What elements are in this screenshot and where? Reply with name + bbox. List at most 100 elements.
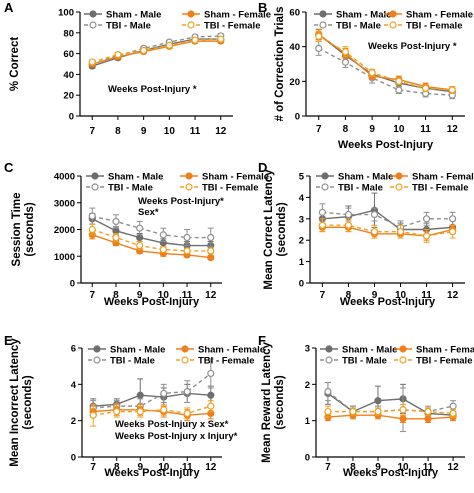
data-point	[318, 208, 326, 216]
legend-item: Sham - Male	[86, 172, 163, 183]
data-point	[315, 32, 323, 40]
data-point	[395, 77, 403, 85]
series-line	[92, 228, 211, 252]
data-point	[160, 406, 168, 414]
y-tick-label: 0	[305, 453, 310, 464]
legend-item: TBI - Female	[180, 183, 259, 194]
series-tbi-male	[89, 358, 215, 416]
legend-label: TBI - Male	[108, 183, 153, 194]
legend-label: TBI - Female	[412, 183, 469, 194]
data-point	[395, 86, 403, 94]
legend-swatch-marker	[89, 10, 97, 18]
legend-label: Sham - Male	[342, 345, 397, 356]
data-point	[324, 388, 332, 396]
legend-swatch-marker	[187, 21, 195, 29]
data-point	[207, 369, 215, 378]
series-tbi-female	[324, 403, 457, 418]
panel-e: E 0 2 4 6 7 8 9 10 11 12 Weeks Post-Injury Mean Inco…	[4, 333, 265, 479]
legend-swatch-marker	[325, 356, 333, 364]
x-tick-label: 7	[89, 126, 95, 137]
data-point	[207, 391, 215, 399]
data-point	[207, 253, 215, 262]
x-tick-label: 11	[190, 126, 201, 137]
x-tick-label: 11	[423, 462, 434, 473]
data-point	[448, 86, 456, 94]
data-point	[368, 69, 376, 77]
legend-label: Sham - Female	[406, 10, 473, 21]
x-tick-label: 11	[420, 124, 431, 135]
data-point	[396, 228, 405, 236]
legend-label: Sham - Male	[106, 10, 161, 21]
stat-annotation: Weeks Post-Injury x Sex*	[115, 419, 229, 430]
x-tick-label: 9	[375, 462, 381, 473]
y-axis-label-line1: Mean Reward Latency	[261, 342, 273, 463]
x-tick-label: 12	[447, 124, 459, 135]
series-line	[91, 218, 211, 247]
legend-item: TBI - Female	[394, 356, 473, 367]
data-point	[217, 35, 225, 43]
legend-swatch-marker	[91, 183, 99, 191]
data-point	[160, 389, 168, 398]
legend-item: TBI - Male	[84, 21, 151, 32]
data-point	[399, 406, 407, 414]
y-tick-label: 0	[299, 279, 304, 290]
panel-b: B 0 20 40 60 7 8 9 10 11 12 Weeks Post-Injury # of C…	[258, 0, 473, 151]
series-line	[322, 211, 453, 229]
data-point	[88, 58, 96, 66]
data-point	[136, 241, 144, 250]
legend-item: TBI - Female	[176, 356, 255, 367]
series-tbi-female	[89, 400, 215, 427]
y-tick-label: 20	[63, 91, 74, 102]
series-sham-male	[315, 28, 456, 96]
data-point	[324, 407, 332, 416]
y-tick-label: 40	[289, 42, 300, 53]
y-tick-label: 20	[289, 77, 300, 88]
stat-annotation: Weeks Post-Injury*	[138, 196, 224, 207]
series-line	[93, 405, 212, 416]
legend-label: Sham - Male	[336, 10, 391, 21]
panel-letter: A	[4, 0, 14, 15]
series-tbi-female	[88, 35, 225, 66]
series-sham-male	[324, 382, 457, 420]
legend-label: TBI - Male	[342, 356, 387, 367]
series-line	[318, 35, 453, 91]
legend-swatch-marker	[395, 183, 403, 191]
y-axis-label-line2: (seconds)	[22, 375, 34, 429]
stat-annotation: Weeks Post-Injury *	[368, 41, 457, 52]
y-axis-label-line2: (seconds)	[274, 375, 286, 429]
x-axis-label: Weeks Post-Injury	[340, 296, 436, 308]
y-axis-label-line2: (seconds)	[24, 202, 36, 256]
y-tick-label: 2	[71, 416, 76, 427]
legend-label: TBI - Male	[338, 183, 383, 194]
y-axis-label-line1: Mean Incorrect Latency	[9, 338, 21, 467]
y-tick-label: 0	[69, 112, 74, 123]
panel-letter: E	[4, 333, 13, 348]
data-point	[136, 233, 144, 242]
data-point	[207, 233, 215, 242]
series-tbi-male	[88, 32, 225, 68]
x-tick-label: 12	[205, 462, 217, 473]
data-point	[449, 409, 457, 417]
data-point	[136, 224, 144, 232]
y-tick-label: 4	[299, 193, 305, 204]
x-tick-label: 7	[90, 462, 96, 473]
data-point	[136, 391, 144, 399]
x-tick-label: 9	[141, 126, 147, 137]
legend-label: TBI - Female	[202, 183, 259, 194]
series-line	[92, 40, 221, 65]
x-axis-label: Weeks Post-Injury	[104, 467, 200, 479]
data-point	[183, 388, 191, 396]
y-tick-label: 5	[299, 172, 305, 183]
y-tick-label: 60	[289, 8, 300, 19]
data-point	[183, 247, 191, 255]
legend-label: TBI - Male	[336, 21, 381, 32]
series-tbi-female	[88, 223, 215, 255]
legend-item: TBI - Female	[390, 183, 469, 194]
y-tick-label: 1	[305, 416, 311, 427]
x-tick-label: 8	[343, 124, 349, 135]
x-tick-label: 11	[182, 290, 193, 301]
y-axis-label-line1: Mean Correct Latency	[263, 169, 275, 290]
y-tick-label: 4	[71, 380, 77, 391]
data-point	[318, 221, 326, 229]
panel-letter: B	[258, 0, 267, 15]
